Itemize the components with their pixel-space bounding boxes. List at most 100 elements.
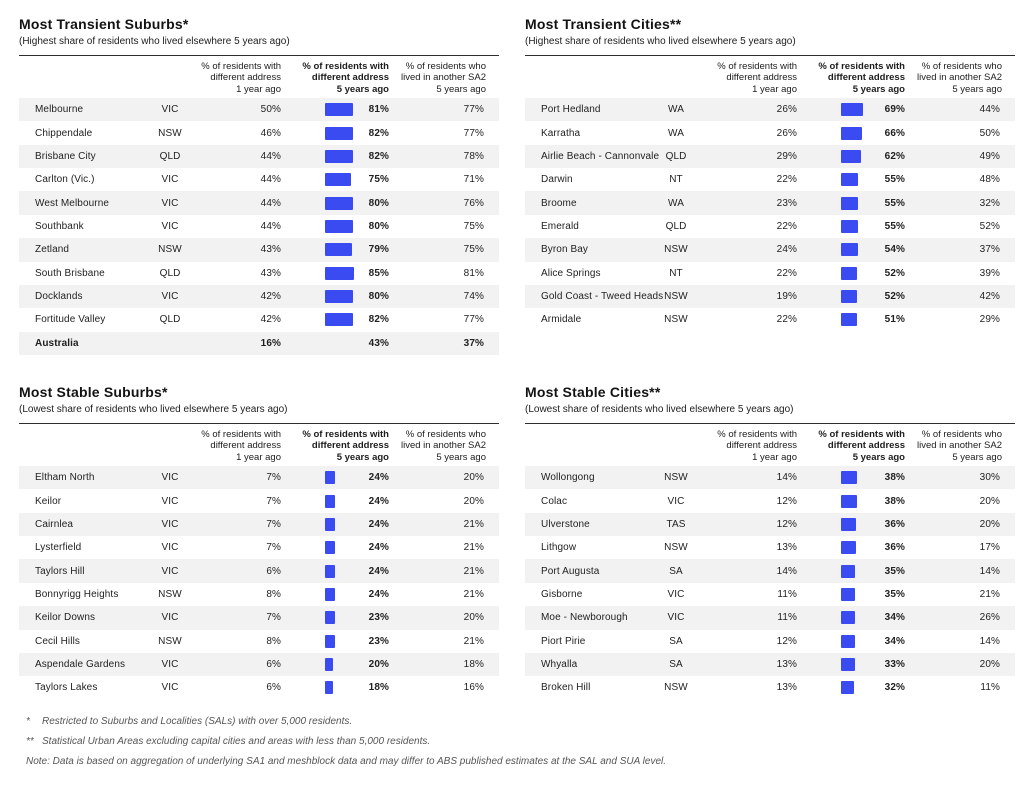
row-name: Darwin — [541, 174, 573, 186]
value-bar — [325, 103, 353, 117]
footnote-text: Note: Data is based on aggregation of un… — [26, 756, 667, 767]
table-subtitle: (Highest share of residents who lived el… — [525, 36, 796, 47]
row-pct-5yr: 24% — [368, 472, 389, 484]
row-pct-5yr: 81% — [368, 104, 389, 116]
row-pct-1yr: 6% — [266, 682, 281, 694]
footnote-text: Restricted to Suburbs and Localities (SA… — [42, 716, 353, 727]
row-bar-cell — [325, 676, 333, 699]
row-name: Broken Hill — [541, 682, 591, 694]
row-bar-cell — [325, 308, 354, 331]
row-name: Airlie Beach - Cannonvale — [541, 150, 660, 162]
row-bar-cell — [841, 308, 858, 331]
row-pct-1yr: 22% — [776, 220, 797, 232]
row-bar-cell — [841, 145, 861, 168]
row-pct-1yr: 46% — [260, 127, 281, 139]
value-bar — [325, 611, 335, 625]
row-pct-1yr: 13% — [776, 682, 797, 694]
row-state: QLD — [159, 150, 181, 162]
value-bar — [841, 149, 861, 163]
row-pct-1yr: 11% — [777, 612, 797, 624]
row-bar-cell — [325, 98, 353, 121]
row-pct-sa2: 44% — [979, 104, 1000, 116]
row-pct-1yr: 14% — [776, 565, 797, 577]
row-state: VIC — [667, 495, 685, 507]
row-bar-cell — [325, 513, 336, 536]
row-pct-1yr: 13% — [776, 659, 797, 671]
row-state: VIC — [161, 565, 179, 577]
row-name: Whyalla — [541, 659, 578, 671]
row-pct-sa2: 81% — [463, 267, 484, 279]
row-pct-1yr: 24% — [776, 244, 797, 256]
row-pct-5yr: 43% — [368, 337, 389, 349]
row-pct-sa2: 11% — [980, 682, 1000, 694]
row-bar-cell — [325, 536, 336, 559]
row-pct-sa2: 30% — [979, 472, 1000, 484]
divider-line — [525, 423, 1015, 424]
row-state: VIC — [161, 174, 179, 186]
table-row: West Melbourne VIC 44% 80% 76% — [19, 191, 499, 215]
row-pct-5yr: 55% — [884, 220, 905, 232]
row-pct-1yr: 29% — [776, 150, 797, 162]
header-another-sa2-5yr: % of residents who lived in another SA2 … — [400, 60, 486, 95]
row-pct-1yr: 7% — [266, 542, 281, 554]
header-another-sa2-5yr: % of residents who lived in another SA2 … — [916, 428, 1002, 463]
row-bar-cell — [841, 653, 855, 676]
footnote-marker: ** — [26, 736, 34, 747]
value-bar — [325, 471, 336, 485]
row-bar-cell — [325, 559, 336, 582]
value-bar — [325, 313, 354, 327]
row-pct-sa2: 17% — [979, 542, 1000, 554]
header-different-address-5yr: % of residents with different address 5 … — [818, 60, 905, 95]
header-another-sa2-5yr: % of residents who lived in another SA2 … — [916, 60, 1002, 95]
table-row: Airlie Beach - Cannonvale QLD 29% 62% 49% — [525, 144, 1015, 169]
row-pct-sa2: 37% — [979, 244, 1000, 256]
row-name: Keilor — [35, 495, 62, 507]
footnote-sua: ** Statistical Urban Areas excluding capi… — [26, 732, 666, 752]
row-pct-sa2: 20% — [463, 495, 484, 507]
row-name: Bonnyrigg Heights — [35, 588, 119, 600]
row-state: NSW — [158, 588, 182, 600]
row-state: SA — [669, 635, 683, 647]
row-name: Alice Springs — [541, 267, 601, 279]
value-bar — [841, 658, 855, 672]
header-different-address-1yr: % of residents with different address 1 … — [717, 60, 797, 95]
row-bar-cell — [325, 285, 353, 308]
row-name: Keilor Downs — [35, 612, 96, 624]
row-pct-sa2: 76% — [463, 197, 484, 209]
table-row: Keilor VIC 7% 24% 20% — [19, 489, 499, 512]
divider-line — [525, 55, 1015, 56]
row-pct-sa2: 18% — [463, 659, 484, 671]
row-pct-5yr: 24% — [368, 495, 389, 507]
row-state: SA — [669, 659, 683, 671]
table-row: Port Augusta SA 14% 35% 14% — [525, 559, 1015, 583]
table-row: Fortitude Valley QLD 42% 82% 77% — [19, 308, 499, 331]
table-row: Southbank VIC 44% 80% 75% — [19, 215, 499, 238]
row-pct-5yr: 82% — [368, 127, 389, 139]
row-bar-cell — [841, 191, 859, 214]
header-different-address-1yr: % of residents with different address 1 … — [717, 428, 797, 463]
table-row: Cairnlea VIC 7% 24% 21% — [19, 512, 499, 537]
value-bar — [325, 219, 353, 233]
row-state: VIC — [161, 682, 179, 694]
row-pct-5yr: 80% — [368, 220, 389, 232]
table-row: Moe - Newborough VIC 11% 34% 26% — [525, 606, 1015, 630]
row-name: Carlton (Vic.) — [35, 174, 95, 186]
row-pct-5yr: 36% — [884, 518, 905, 530]
row-bar-cell — [841, 168, 859, 191]
table-row: Armidale NSW 22% 51% 29% — [525, 308, 1015, 331]
value-bar — [841, 611, 855, 625]
table-row: Zetland NSW 43% 79% 75% — [19, 238, 499, 262]
row-state: VIC — [161, 612, 179, 624]
table-subtitle: (Lowest share of residents who lived els… — [525, 404, 794, 415]
value-bar — [841, 173, 859, 187]
row-name: Ulverstone — [541, 518, 590, 530]
row-pct-sa2: 29% — [979, 314, 1000, 326]
row-state: NSW — [664, 472, 688, 484]
row-state: NSW — [664, 314, 688, 326]
row-bar-cell — [841, 489, 857, 512]
row-bar-cell — [325, 215, 353, 238]
row-name: West Melbourne — [35, 197, 110, 209]
row-pct-5yr: 18% — [368, 682, 389, 694]
value-bar — [325, 587, 336, 601]
